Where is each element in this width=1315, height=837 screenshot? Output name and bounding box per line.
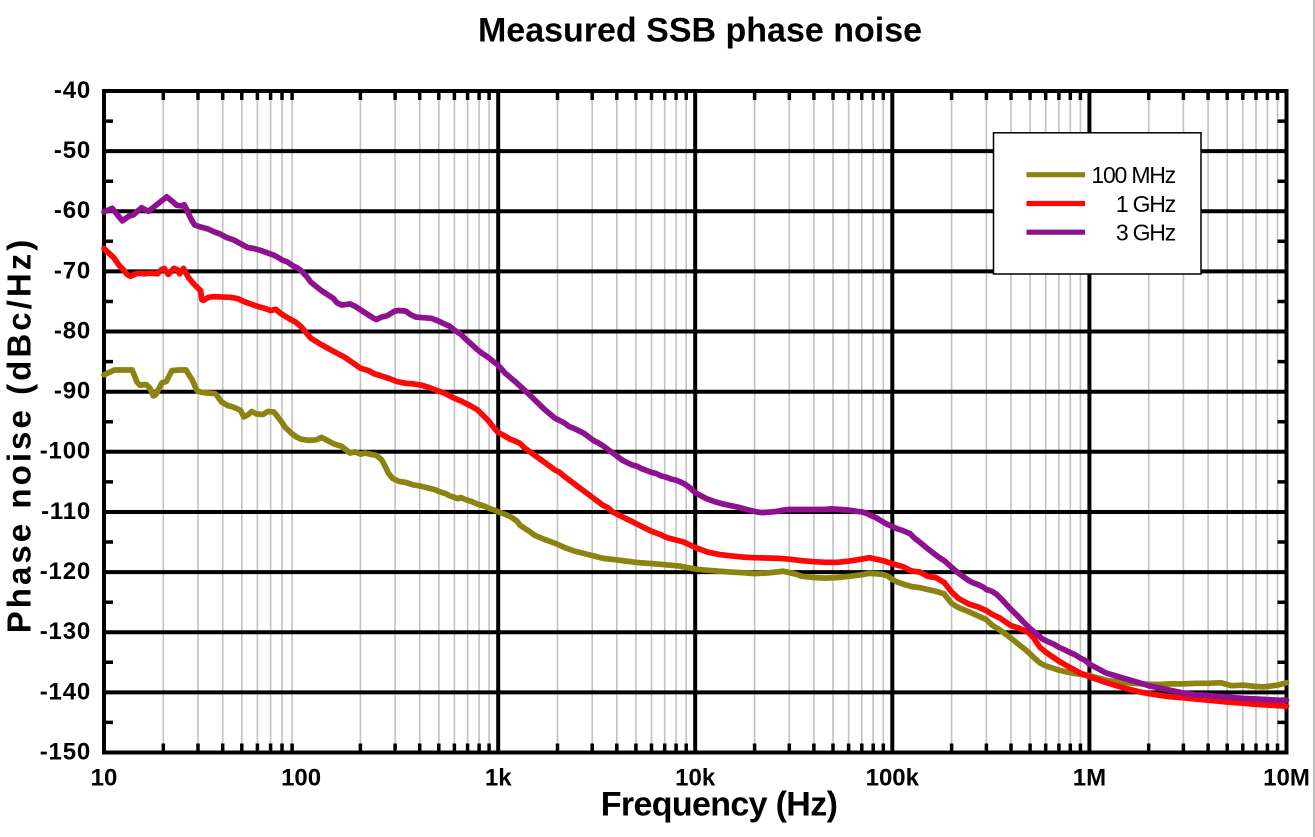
svg-text:3 GHz: 3 GHz bbox=[1116, 220, 1176, 246]
svg-text:-90: -90 bbox=[54, 378, 91, 405]
svg-text:Phase noise (dBc/Hz): Phase noise (dBc/Hz) bbox=[1, 237, 38, 634]
svg-text:-100: -100 bbox=[40, 438, 91, 465]
svg-text:-110: -110 bbox=[41, 498, 91, 525]
svg-text:Frequency (Hz): Frequency (Hz) bbox=[601, 786, 838, 824]
svg-text:-140: -140 bbox=[40, 678, 91, 705]
svg-text:-150: -150 bbox=[40, 738, 91, 765]
svg-text:100 MHz: 100 MHz bbox=[1091, 162, 1175, 188]
svg-text:-80: -80 bbox=[54, 317, 91, 344]
svg-text:-120: -120 bbox=[40, 558, 91, 585]
svg-text:-70: -70 bbox=[54, 257, 91, 284]
svg-text:100: 100 bbox=[281, 765, 321, 792]
svg-text:100k: 100k bbox=[866, 765, 920, 792]
svg-text:10M: 10M bbox=[1263, 765, 1310, 792]
svg-text:-50: -50 bbox=[54, 137, 91, 164]
svg-text:-130: -130 bbox=[40, 618, 91, 645]
svg-text:10k: 10k bbox=[675, 765, 716, 792]
svg-text:1M: 1M bbox=[1073, 765, 1106, 792]
svg-text:10: 10 bbox=[91, 765, 118, 792]
svg-text:1 GHz: 1 GHz bbox=[1116, 191, 1176, 217]
svg-text:Measured SSB phase noise: Measured SSB phase noise bbox=[478, 12, 922, 50]
svg-text:-40: -40 bbox=[54, 77, 91, 104]
svg-text:1k: 1k bbox=[485, 765, 512, 792]
svg-text:-60: -60 bbox=[54, 197, 91, 224]
